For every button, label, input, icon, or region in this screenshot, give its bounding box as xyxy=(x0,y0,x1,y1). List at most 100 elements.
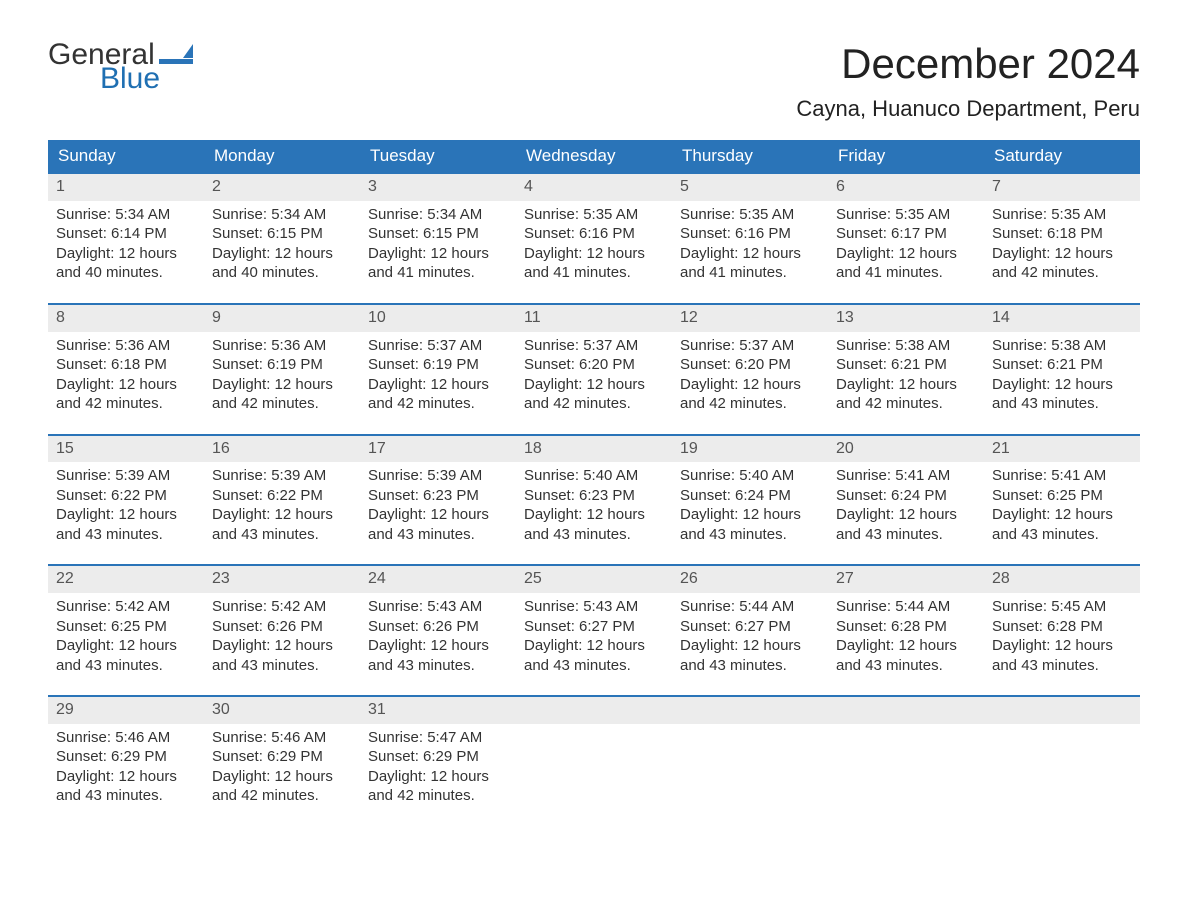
day-body: Sunrise: 5:35 AMSunset: 6:18 PMDaylight:… xyxy=(984,201,1140,283)
day-body: Sunrise: 5:40 AMSunset: 6:23 PMDaylight:… xyxy=(516,462,672,544)
sunset-text: Sunset: 6:24 PM xyxy=(836,486,976,506)
calendar-day-cell: 17Sunrise: 5:39 AMSunset: 6:23 PMDayligh… xyxy=(360,435,516,566)
day-body: Sunrise: 5:37 AMSunset: 6:20 PMDaylight:… xyxy=(672,332,828,414)
day-body: Sunrise: 5:38 AMSunset: 6:21 PMDaylight:… xyxy=(828,332,984,414)
sunrise-text: Sunrise: 5:45 AM xyxy=(992,597,1132,617)
calendar-day-cell: 20Sunrise: 5:41 AMSunset: 6:24 PMDayligh… xyxy=(828,435,984,566)
calendar-day-cell: 1 Sunrise: 5:34 AMSunset: 6:14 PMDaylight… xyxy=(48,173,204,304)
calendar-day-cell: 5Sunrise: 5:35 AMSunset: 6:16 PMDaylight… xyxy=(672,173,828,304)
daylight-text: Daylight: 12 hours and 41 minutes. xyxy=(524,244,664,283)
daylight-text: Daylight: 12 hours and 40 minutes. xyxy=(56,244,196,283)
day-number: 12 xyxy=(672,305,828,332)
sunrise-text: Sunrise: 5:38 AM xyxy=(836,336,976,356)
sunset-text: Sunset: 6:29 PM xyxy=(56,747,196,767)
location-subtitle: Cayna, Huanuco Department, Peru xyxy=(796,96,1140,122)
sunset-text: Sunset: 6:17 PM xyxy=(836,224,976,244)
sunset-text: Sunset: 6:16 PM xyxy=(524,224,664,244)
daylight-text: Daylight: 12 hours and 43 minutes. xyxy=(992,375,1132,414)
sunrise-text: Sunrise: 5:44 AM xyxy=(836,597,976,617)
sunrise-text: Sunrise: 5:39 AM xyxy=(212,466,352,486)
month-title: December 2024 xyxy=(796,40,1140,88)
day-number: 8 xyxy=(48,305,204,332)
day-number: 7 xyxy=(984,174,1140,201)
day-body: Sunrise: 5:42 AMSunset: 6:25 PMDaylight:… xyxy=(48,593,204,675)
sunrise-text: Sunrise: 5:40 AM xyxy=(524,466,664,486)
day-number: 14 xyxy=(984,305,1140,332)
day-number: 18 xyxy=(516,436,672,463)
calendar-day-cell: 9Sunrise: 5:36 AMSunset: 6:19 PMDaylight… xyxy=(204,304,360,435)
day-number: 28 xyxy=(984,566,1140,593)
calendar-week-row: 1Sunrise: 5:34 AMSunset: 6:14 PMDaylight… xyxy=(48,173,1140,304)
daylight-text: Daylight: 12 hours and 43 minutes. xyxy=(524,636,664,675)
day-number: 30 xyxy=(204,697,360,724)
day-body: Sunrise: 5:43 AMSunset: 6:26 PMDaylight:… xyxy=(360,593,516,675)
calendar-day-cell: 7Sunrise: 5:35 AMSunset: 6:18 PMDaylight… xyxy=(984,173,1140,304)
day-number: 11 xyxy=(516,305,672,332)
calendar-day-cell: 16Sunrise: 5:39 AMSunset: 6:22 PMDayligh… xyxy=(204,435,360,566)
day-body: Sunrise: 5:40 AMSunset: 6:24 PMDaylight:… xyxy=(672,462,828,544)
daylight-text: Daylight: 12 hours and 43 minutes. xyxy=(836,636,976,675)
sunrise-text: Sunrise: 5:42 AM xyxy=(212,597,352,617)
day-body: Sunrise: 5:43 AMSunset: 6:27 PMDaylight:… xyxy=(516,593,672,675)
sunset-text: Sunset: 6:18 PM xyxy=(56,355,196,375)
day-body: Sunrise: 5:39 AMSunset: 6:22 PMDaylight:… xyxy=(48,462,204,544)
sunrise-text: Sunrise: 5:43 AM xyxy=(524,597,664,617)
day-body: Sunrise: 5:39 AMSunset: 6:23 PMDaylight:… xyxy=(360,462,516,544)
day-number: 1 xyxy=(48,174,204,201)
sunrise-text: Sunrise: 5:40 AM xyxy=(680,466,820,486)
sunset-text: Sunset: 6:14 PM xyxy=(56,224,196,244)
day-number: 15 xyxy=(48,436,204,463)
daylight-text: Daylight: 12 hours and 42 minutes. xyxy=(836,375,976,414)
daylight-text: Daylight: 12 hours and 43 minutes. xyxy=(212,505,352,544)
daylight-text: Daylight: 12 hours and 42 minutes. xyxy=(368,767,508,806)
calendar-header-row: SundayMondayTuesdayWednesdayThursdayFrid… xyxy=(48,140,1140,173)
day-body: Sunrise: 5:46 AMSunset: 6:29 PMDaylight:… xyxy=(204,724,360,806)
day-number: 21 xyxy=(984,436,1140,463)
calendar-week-row: 22Sunrise: 5:42 AMSunset: 6:25 PMDayligh… xyxy=(48,565,1140,696)
day-number-empty xyxy=(984,697,1140,724)
sunset-text: Sunset: 6:28 PM xyxy=(992,617,1132,637)
calendar-day-cell: 18Sunrise: 5:40 AMSunset: 6:23 PMDayligh… xyxy=(516,435,672,566)
day-header: Wednesday xyxy=(516,140,672,173)
day-header: Sunday xyxy=(48,140,204,173)
day-number-empty xyxy=(828,697,984,724)
day-body: Sunrise: 5:37 AMSunset: 6:19 PMDaylight:… xyxy=(360,332,516,414)
sunset-text: Sunset: 6:22 PM xyxy=(212,486,352,506)
day-number: 17 xyxy=(360,436,516,463)
day-number: 6 xyxy=(828,174,984,201)
calendar-day-cell: 12Sunrise: 5:37 AMSunset: 6:20 PMDayligh… xyxy=(672,304,828,435)
day-number: 24 xyxy=(360,566,516,593)
day-body: Sunrise: 5:34 AMSunset: 6:15 PMDaylight:… xyxy=(360,201,516,283)
calendar-week-row: 29Sunrise: 5:46 AMSunset: 6:29 PMDayligh… xyxy=(48,696,1140,826)
brand-logo: General Blue xyxy=(48,40,193,94)
calendar-day-cell: 19Sunrise: 5:40 AMSunset: 6:24 PMDayligh… xyxy=(672,435,828,566)
sunrise-text: Sunrise: 5:41 AM xyxy=(836,466,976,486)
sunrise-text: Sunrise: 5:43 AM xyxy=(368,597,508,617)
calendar-day-cell: 2Sunrise: 5:34 AMSunset: 6:15 PMDaylight… xyxy=(204,173,360,304)
calendar-day-cell xyxy=(984,696,1140,826)
sunset-text: Sunset: 6:25 PM xyxy=(56,617,196,637)
day-body: Sunrise: 5:39 AMSunset: 6:22 PMDaylight:… xyxy=(204,462,360,544)
calendar-table: SundayMondayTuesdayWednesdayThursdayFrid… xyxy=(48,140,1140,826)
day-number: 10 xyxy=(360,305,516,332)
daylight-text: Daylight: 12 hours and 42 minutes. xyxy=(212,767,352,806)
sunset-text: Sunset: 6:28 PM xyxy=(836,617,976,637)
daylight-text: Daylight: 12 hours and 43 minutes. xyxy=(524,505,664,544)
calendar-day-cell: 10Sunrise: 5:37 AMSunset: 6:19 PMDayligh… xyxy=(360,304,516,435)
sunset-text: Sunset: 6:22 PM xyxy=(56,486,196,506)
calendar-day-cell: 4Sunrise: 5:35 AMSunset: 6:16 PMDaylight… xyxy=(516,173,672,304)
day-body: Sunrise: 5:38 AMSunset: 6:21 PMDaylight:… xyxy=(984,332,1140,414)
sunrise-text: Sunrise: 5:34 AM xyxy=(56,205,196,225)
sunset-text: Sunset: 6:16 PM xyxy=(680,224,820,244)
sunset-text: Sunset: 6:15 PM xyxy=(368,224,508,244)
day-number: 29 xyxy=(48,697,204,724)
day-body: Sunrise: 5:46 AMSunset: 6:29 PMDaylight:… xyxy=(48,724,204,806)
calendar-day-cell xyxy=(516,696,672,826)
sunset-text: Sunset: 6:23 PM xyxy=(368,486,508,506)
day-number: 26 xyxy=(672,566,828,593)
calendar-day-cell: 26Sunrise: 5:44 AMSunset: 6:27 PMDayligh… xyxy=(672,565,828,696)
calendar-day-cell: 24Sunrise: 5:43 AMSunset: 6:26 PMDayligh… xyxy=(360,565,516,696)
sunset-text: Sunset: 6:25 PM xyxy=(992,486,1132,506)
sunrise-text: Sunrise: 5:35 AM xyxy=(992,205,1132,225)
calendar-day-cell: 23Sunrise: 5:42 AMSunset: 6:26 PMDayligh… xyxy=(204,565,360,696)
